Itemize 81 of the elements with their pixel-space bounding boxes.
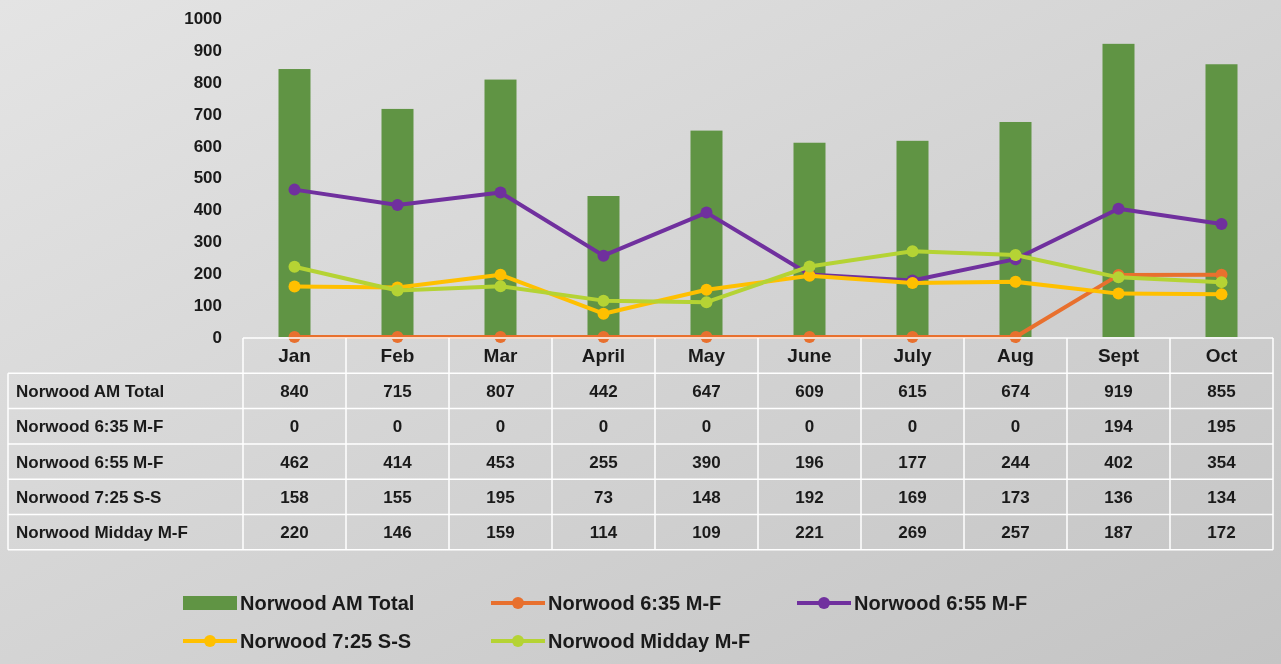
legend-label: Norwood 6:35 M-F [548, 592, 722, 614]
data-label: 462 [280, 452, 309, 472]
y-tick-label: 500 [193, 168, 222, 188]
y-tick-label: 100 [193, 296, 222, 316]
x-tick-label: June [787, 345, 832, 367]
data-label: 159 [486, 523, 515, 543]
data-label: 187 [1104, 523, 1133, 543]
y-tick-label: 800 [193, 72, 222, 92]
x-tick-label: April [581, 345, 626, 367]
data-label: 146 [383, 523, 412, 543]
x-tick-label: Mar [483, 345, 518, 367]
data-label: 715 [383, 381, 412, 401]
x-tick-label: Oct [1205, 345, 1238, 367]
data-label: 194 [1104, 417, 1134, 437]
data-label: 195 [486, 487, 515, 507]
data-label: 414 [383, 452, 413, 472]
x-tick-label: Feb [380, 345, 415, 367]
data-label: 169 [898, 487, 927, 507]
x-tick-label: July [893, 345, 932, 367]
y-tick-label: 400 [193, 200, 222, 220]
data-label: 0 [804, 417, 815, 437]
y-tick-label: 900 [193, 40, 222, 60]
legend-label: Norwood 7:25 S-S [240, 630, 412, 652]
data-label: 453 [486, 452, 515, 472]
legend-label: Norwood 6:55 M-F [854, 592, 1028, 614]
text: Norwood AM Total [16, 381, 165, 401]
data-label: 0 [907, 417, 918, 437]
data-label: 148 [692, 487, 721, 507]
data-label: 0 [1010, 417, 1021, 437]
data-label: 0 [701, 417, 712, 437]
x-tick-label: Sept [1097, 345, 1140, 367]
x-tick-label: Jan [278, 345, 311, 367]
x-tick-label: Aug [997, 345, 1034, 367]
data-label: 0 [495, 417, 506, 437]
text: Norwood 6:55 M-F [16, 452, 164, 472]
data-label: 0 [392, 417, 403, 437]
data-label: 609 [795, 381, 824, 401]
data-label: 442 [589, 381, 618, 401]
legend-label: Norwood Midday M-F [548, 630, 751, 652]
data-label: 244 [1001, 452, 1031, 472]
legend-label: Norwood AM Total [240, 592, 415, 614]
data-label: 807 [486, 381, 515, 401]
y-tick-label: 1000 [184, 8, 222, 28]
data-label: 134 [1207, 487, 1237, 507]
data-label: 73 [594, 487, 613, 507]
data-label: 390 [692, 452, 721, 472]
y-tick-label: 300 [193, 232, 222, 252]
data-label: 855 [1207, 381, 1236, 401]
data-label: 269 [898, 523, 927, 543]
data-label: 840 [280, 381, 309, 401]
y-tick-label: 700 [193, 104, 222, 124]
data-label: 615 [898, 381, 927, 401]
data-label: 195 [1207, 417, 1236, 437]
data-label: 674 [1001, 381, 1031, 401]
data-label: 220 [280, 523, 309, 543]
y-tick-label: 0 [212, 327, 222, 347]
x-tick-label: May [688, 345, 726, 367]
data-label: 196 [795, 452, 824, 472]
text: Norwood 7:25 S-S [16, 487, 162, 507]
data-label: 192 [795, 487, 824, 507]
data-label: 0 [289, 417, 300, 437]
y-tick-label: 200 [193, 264, 222, 284]
data-label: 257 [1001, 523, 1030, 543]
text: Norwood Midday M-F [16, 523, 188, 543]
data-label: 402 [1104, 452, 1133, 472]
data-label: 114 [589, 523, 618, 543]
data-label: 155 [383, 487, 412, 507]
data-label: 0 [598, 417, 609, 437]
data-label: 172 [1207, 523, 1236, 543]
data-label: 136 [1104, 487, 1133, 507]
data-label: 221 [795, 523, 824, 543]
data-label: 255 [589, 452, 618, 472]
data-label: 173 [1001, 487, 1030, 507]
data-label: 919 [1104, 381, 1133, 401]
text: Norwood 6:35 M-F [16, 417, 164, 437]
data-label: 109 [692, 523, 721, 543]
data-label: 354 [1207, 452, 1237, 472]
data-label: 158 [280, 487, 309, 507]
data-label: 177 [898, 452, 927, 472]
y-tick-label: 600 [193, 136, 222, 156]
data-label: 647 [692, 381, 721, 401]
